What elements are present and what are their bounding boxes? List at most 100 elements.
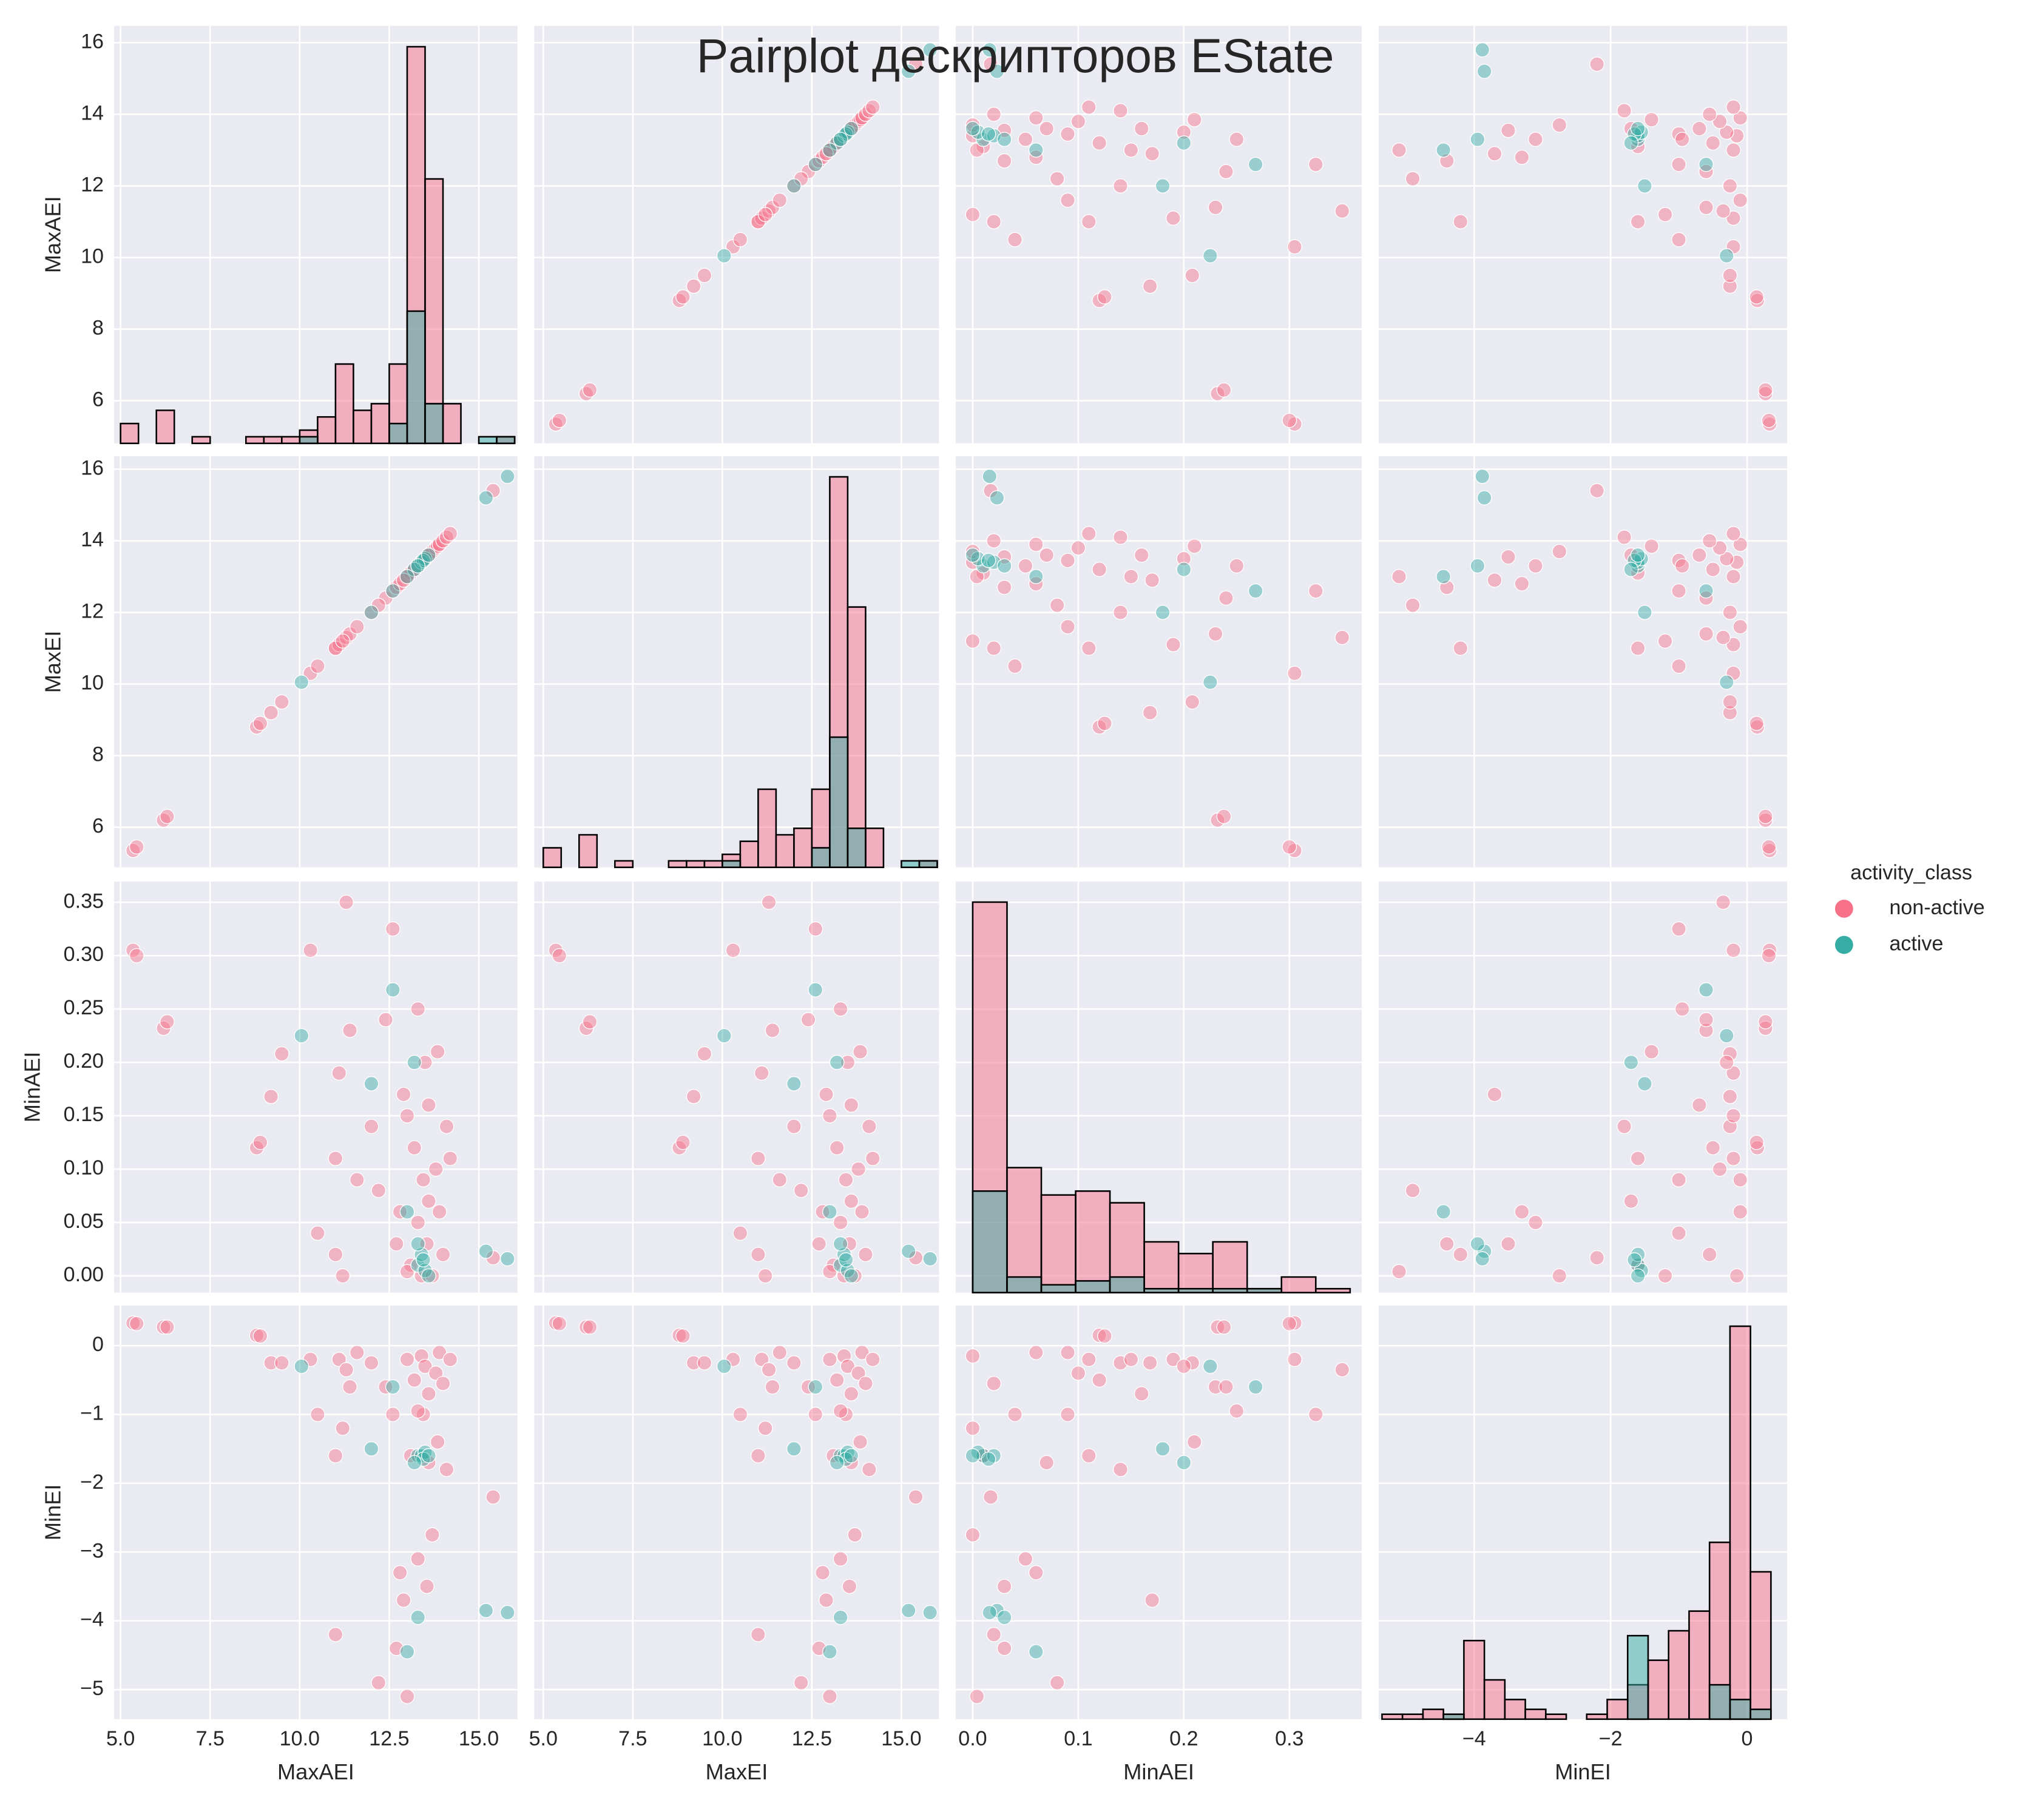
- scatter-point: [485, 1489, 501, 1505]
- scatter-point: [421, 1193, 436, 1209]
- scatter-point: [786, 1076, 802, 1091]
- scatter-point: [1702, 1247, 1717, 1262]
- scatter-point: [1705, 562, 1721, 577]
- y-axis-label: MaxEI: [41, 631, 66, 693]
- y-tick-label: 0.00: [64, 1263, 104, 1286]
- scatter-point: [1248, 1379, 1263, 1395]
- histogram-bar: [155, 410, 175, 445]
- scatter-point: [1185, 1355, 1200, 1370]
- scatter-point: [1113, 530, 1128, 545]
- x-tick-label: 0: [1742, 1727, 1753, 1750]
- scatter-point: [1758, 1020, 1773, 1036]
- scatter-point: [1097, 1328, 1112, 1344]
- scatter-point: [399, 1689, 415, 1704]
- scatter-point: [1166, 637, 1181, 652]
- scatter-point: [339, 1362, 354, 1378]
- scatter-point: [1282, 413, 1297, 428]
- scatter-point: [908, 1489, 924, 1505]
- scatter-point: [1142, 705, 1158, 721]
- scatter-point: [1475, 42, 1490, 58]
- scatter-point: [328, 1448, 343, 1463]
- scatter-point: [1039, 547, 1055, 563]
- scatter-point: [986, 1626, 1002, 1642]
- histogram-bar: [1143, 1241, 1180, 1293]
- scatter-point: [847, 1527, 863, 1543]
- scatter-point: [833, 1236, 848, 1252]
- histogram-bar: [1504, 1699, 1526, 1721]
- scatter-point: [1617, 530, 1632, 545]
- scatter-point: [1208, 626, 1223, 642]
- scatter-point: [851, 1161, 866, 1177]
- scatter-point: [1691, 121, 1707, 136]
- scatter-point: [1391, 569, 1407, 584]
- scatter-point: [1637, 1076, 1652, 1091]
- histogram-bar: [1109, 1276, 1145, 1293]
- scatter-point: [385, 1407, 401, 1422]
- scatter-point: [1439, 1236, 1455, 1252]
- scatter-point: [833, 1001, 848, 1017]
- scatter-point: [982, 1605, 998, 1620]
- histogram-bar: [1006, 1167, 1043, 1293]
- scatter-point: [1732, 1172, 1748, 1188]
- scatter-point: [1229, 132, 1245, 147]
- scatter-point: [757, 207, 773, 223]
- scatter-point: [1722, 1089, 1738, 1104]
- scatter-point: [1334, 630, 1350, 645]
- scatter-point: [421, 1097, 436, 1113]
- scatter-point: [800, 1012, 816, 1028]
- scatter-point: [1719, 551, 1734, 567]
- histogram-bar: [722, 860, 742, 868]
- scatter-point: [1589, 1250, 1605, 1266]
- scatter-point: [385, 921, 401, 937]
- histogram-bar: [1422, 1708, 1444, 1721]
- scatter-point: [833, 132, 848, 147]
- histogram-bar: [918, 860, 938, 868]
- scatter-point: [808, 1379, 823, 1395]
- scatter-point: [1028, 536, 1044, 552]
- scatter-point: [342, 1379, 357, 1395]
- y-tick-label: 0.20: [64, 1050, 104, 1073]
- scatter-point: [1134, 1386, 1149, 1401]
- scatter-point: [819, 1087, 834, 1102]
- scatter-point: [901, 1244, 916, 1259]
- scatter-point: [552, 948, 567, 963]
- scatter-point: [858, 1247, 873, 1262]
- scatter-point: [1334, 1362, 1350, 1378]
- scatter-point: [1726, 637, 1741, 652]
- scatter-point: [421, 1386, 436, 1401]
- y-tick-label: 0.15: [64, 1103, 104, 1126]
- panel-background: [114, 25, 518, 443]
- scatter-point: [424, 1527, 440, 1543]
- y-tick-label: 0.25: [64, 996, 104, 1019]
- scatter-point: [757, 1420, 773, 1436]
- scatter-point: [1732, 192, 1748, 208]
- scatter-point: [1644, 112, 1659, 127]
- scatter-point: [1702, 533, 1717, 548]
- panels: 6810121416MaxAEI6810121416MaxEI0.000.050…: [20, 25, 1788, 1784]
- scatter-point: [996, 579, 1012, 595]
- scatter-point: [1715, 630, 1731, 645]
- y-tick-label: 0: [92, 1333, 104, 1356]
- scatter-point: [1186, 1434, 1202, 1450]
- scatter-point: [1761, 413, 1777, 428]
- histogram-bar: [424, 403, 444, 445]
- scatter-point: [1155, 605, 1171, 620]
- scatter-point: [417, 1054, 433, 1070]
- scatter-point: [1726, 1151, 1741, 1166]
- scatter-point: [1070, 540, 1086, 556]
- scatter-point: [274, 694, 289, 710]
- y-tick-label: 0.35: [64, 889, 104, 912]
- scatter-point: [1705, 1140, 1721, 1156]
- histogram-bar: [865, 827, 885, 868]
- scatter-point: [786, 178, 802, 194]
- scatter-point: [1671, 921, 1686, 937]
- scatter-point: [1039, 121, 1055, 136]
- scatter-point: [793, 1675, 809, 1691]
- scatter-point: [840, 1358, 856, 1374]
- histogram-bar: [1075, 1190, 1111, 1293]
- histogram-bar: [793, 827, 813, 868]
- x-axis-label: MinEI: [1555, 1759, 1611, 1784]
- scatter-point: [996, 1609, 1012, 1625]
- x-axis-label: MaxAEI: [277, 1759, 354, 1784]
- scatter-point: [417, 1358, 433, 1374]
